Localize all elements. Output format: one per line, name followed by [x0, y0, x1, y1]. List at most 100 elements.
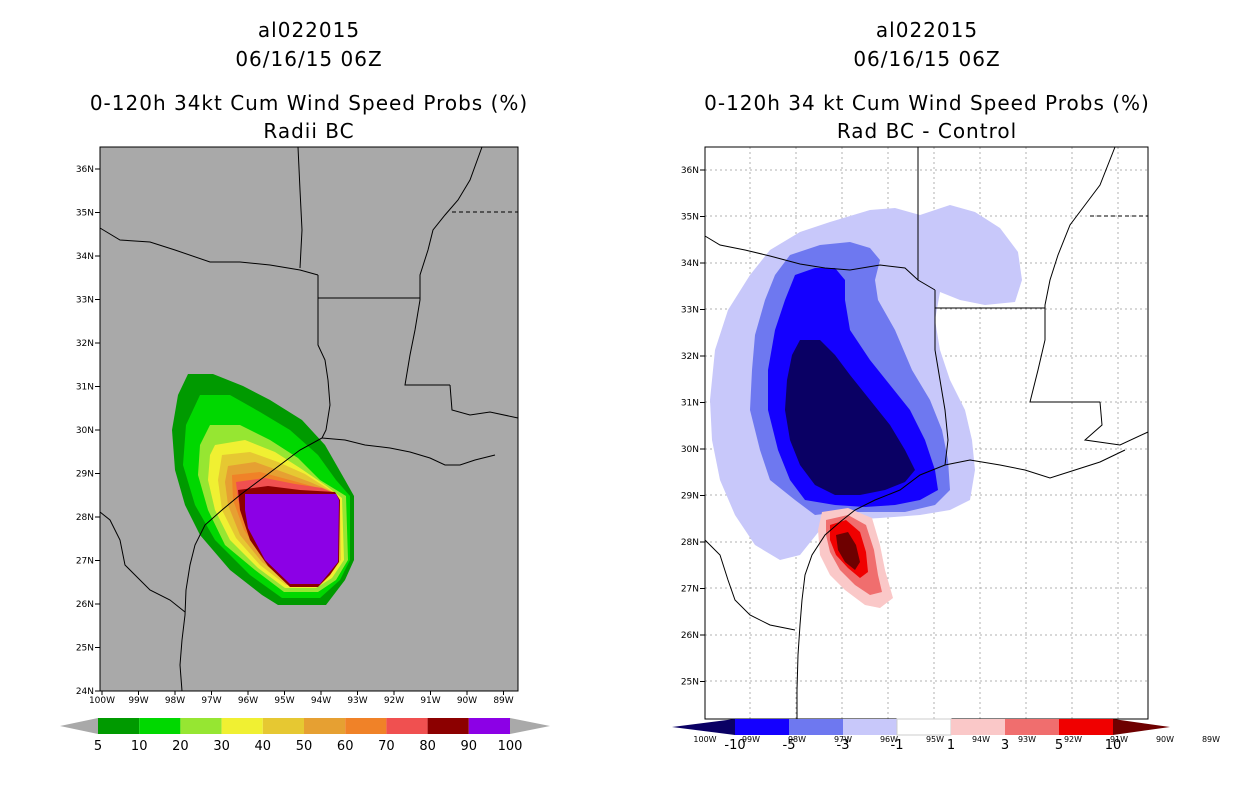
lat-label: 35N [681, 213, 699, 223]
lon-label: 95W [274, 696, 294, 706]
lon-label: 96W [238, 696, 258, 706]
lon-label: 97W [201, 696, 221, 706]
right-datetime: 06/16/15 06Z [853, 47, 1001, 71]
colorbar-swatch [221, 718, 263, 734]
lon-label: 93W [1018, 735, 1036, 744]
lat-label: 34N [76, 252, 94, 262]
lon-label: 99W [742, 735, 760, 744]
lat-label: 29N [76, 470, 94, 480]
colorbar-swatch [951, 719, 1005, 735]
right-title: 0-120h 34 kt Cum Wind Speed Probs (%) [704, 91, 1150, 115]
lon-label: 90W [1156, 735, 1174, 744]
colorbar-swatch [1059, 719, 1113, 735]
lon-label: 96W [880, 735, 898, 744]
left-map: 36N35N34N33N32N31N30N29N28N27N26N25N24N … [76, 146, 519, 706]
colorbar-label: 100 [498, 739, 523, 754]
colorbar-swatch [1005, 719, 1059, 735]
lon-label: 94W [311, 696, 331, 706]
colorbar-label: 5 [94, 739, 102, 754]
lat-label: 27N [76, 557, 94, 567]
colorbar-label: 20 [172, 739, 189, 754]
lat-label: 36N [681, 166, 699, 176]
colorbar-label: 40 [255, 739, 272, 754]
left-storm-id: al022015 [257, 18, 361, 42]
colorbar-label: 10 [1105, 738, 1122, 753]
right-subtitle: Rad BC - Control [836, 119, 1018, 143]
colorbar-label: -10 [724, 738, 745, 753]
colorbar-label: 50 [296, 739, 313, 754]
lat-label: 29N [681, 492, 699, 502]
lon-label: 91W [420, 696, 440, 706]
lon-label: 93W [347, 696, 367, 706]
lat-label: 34N [681, 259, 699, 269]
lat-label: 28N [681, 538, 699, 548]
lat-label: 28N [76, 513, 94, 523]
colorbar-swatch [735, 719, 789, 735]
colorbar-swatch [843, 719, 897, 735]
lon-label: 89W [1202, 735, 1220, 744]
colorbar-swatch [304, 718, 346, 734]
lon-label: 92W [1064, 735, 1082, 744]
colorbar-label: 80 [419, 739, 436, 754]
left-boundaries [99, 146, 519, 692]
colorbar-label: 10 [131, 739, 148, 754]
lat-label: 24N [76, 687, 94, 697]
lon-label: 90W [457, 696, 477, 706]
colorbar-label: 90 [461, 739, 478, 754]
right-storm-id: al022015 [875, 18, 979, 42]
left-colorbar: 5 10 20 30 40 50 60 70 80 90 100 [60, 718, 550, 754]
colorbar-label: -1 [891, 738, 904, 753]
lon-label: 100W [89, 696, 115, 706]
lon-label: 89W [493, 696, 513, 706]
lat-label: 25N [76, 644, 94, 654]
lat-label: 25N [681, 678, 699, 688]
lon-label: 98W [788, 735, 806, 744]
lat-label: 31N [76, 383, 94, 393]
colorbar-swatch [139, 718, 181, 734]
colorbar-swatch [427, 718, 469, 734]
colorbar-label: 60 [337, 739, 354, 754]
lat-label: 27N [681, 585, 699, 595]
left-map-frame [99, 146, 519, 692]
lat-label: 33N [76, 296, 94, 306]
right-boundaries [704, 146, 1149, 719]
lat-label: 35N [76, 209, 94, 219]
lon-label: 100W [693, 735, 716, 744]
colorbar-label: 70 [378, 739, 395, 754]
lon-label: 97W [834, 735, 852, 744]
colorbar-label: 3 [1001, 738, 1009, 753]
colorbar-swatch [345, 718, 387, 734]
left-lon-labels: 100W 99W 98W 97W 96W 95W 94W 93W 92W 91W 90W 89W [89, 691, 514, 706]
left-subtitle: Radii BC [263, 119, 355, 143]
lat-label: 36N [76, 165, 94, 175]
colorbar-swatch [896, 718, 952, 736]
left-probability-contours [172, 374, 354, 605]
left-datetime: 06/16/15 06Z [235, 47, 383, 71]
lat-label: 31N [681, 399, 699, 409]
right-map: 36N 35N 34N 33N 32N 31N 30N 29N 28N 27N 26N 25N 100… [681, 146, 1220, 744]
right-lon-labels: 100W 99W 98W 97W 96W 95W 94W 93W 92W 91W 90W 89W [693, 735, 1220, 744]
right-lat-labels: 36N 35N 34N 33N 32N 31N 30N 29N 28N 27N 26N 25N [681, 166, 705, 688]
lon-label: 94W [972, 735, 990, 744]
left-title: 0-120h 34kt Cum Wind Speed Probs (%) [89, 91, 529, 115]
colorbar-swatch [386, 718, 428, 734]
lat-label: 33N [681, 306, 699, 316]
colorbar-swatch [180, 718, 222, 734]
lat-label: 26N [76, 600, 94, 610]
lon-label: 95W [926, 735, 944, 744]
lon-label: 99W [128, 696, 148, 706]
colorbar-label: 5 [1055, 738, 1063, 753]
colorbar-label: 1 [947, 738, 955, 753]
lat-label: 32N [681, 352, 699, 362]
colorbar-swatch [789, 719, 843, 735]
lat-label: 32N [76, 339, 94, 349]
colorbar-label: 30 [213, 739, 230, 754]
lon-label: 98W [165, 696, 185, 706]
lon-label: 91W [1110, 735, 1128, 744]
colorbar-swatch [262, 718, 304, 734]
colorbar-label: -5 [783, 738, 796, 753]
lon-label: 92W [384, 696, 404, 706]
right-difference-contours [710, 205, 1022, 608]
lat-label: 30N [681, 445, 699, 455]
colorbar-swatch [468, 718, 510, 734]
